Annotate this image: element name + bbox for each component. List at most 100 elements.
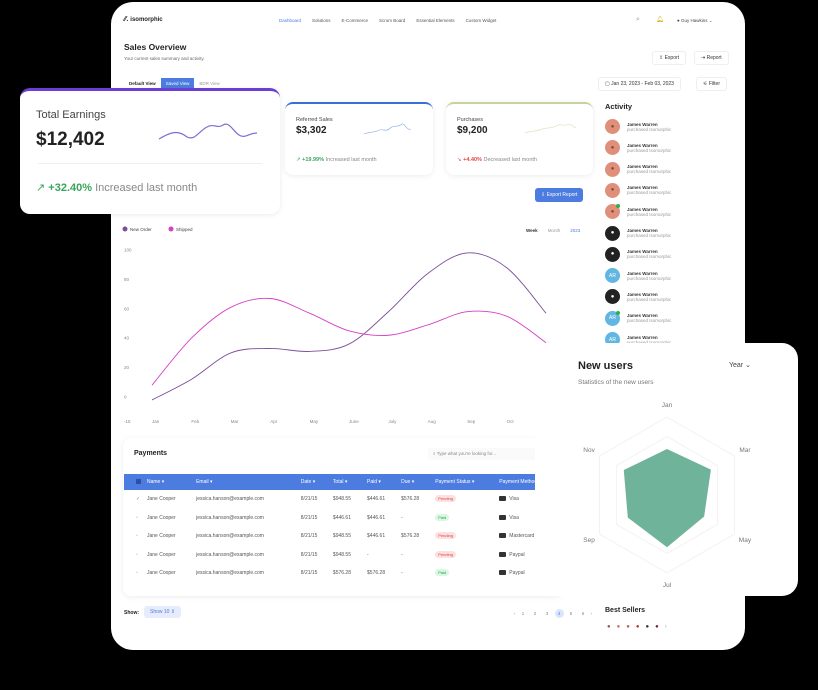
cell-due: - [401, 514, 403, 521]
avatar: ● [605, 119, 620, 134]
nav-item[interactable]: E-Commerce [341, 18, 369, 23]
period-tab[interactable]: 2023 [570, 228, 581, 233]
table-row[interactable]: ▫ Jane Cooper jessica.hanson@example.com 8/… [124, 546, 564, 565]
table-row[interactable]: ✓ Jane Cooper jessica.hanson@example.com 8/… [124, 490, 564, 509]
cell-total: $948.55 [332, 551, 351, 558]
activity-item[interactable]: ● James Warren purchased Isomorphic [605, 140, 671, 156]
select-all-checkbox[interactable] [124, 474, 144, 490]
row-checkbox[interactable]: ▫ [136, 551, 138, 558]
person-icon: ● [610, 293, 615, 300]
row-checkbox[interactable]: ▫ [136, 570, 138, 577]
period-tab[interactable]: Week [526, 228, 538, 233]
seller-avatar[interactable]: ● [607, 624, 611, 630]
view-tab[interactable]: BDR View [199, 81, 220, 86]
person-icon: ● [610, 230, 615, 236]
activity-item[interactable]: ● James Warren purchased Isomorphic [605, 289, 671, 305]
radar-axis-label: Nov [583, 447, 595, 454]
avatar: ● [605, 140, 620, 156]
activity-item[interactable]: ● James Warren purchased Isomorphic [605, 225, 671, 241]
export-button[interactable]: ⇪ Export [652, 51, 687, 65]
page-button[interactable]: 6 [581, 611, 585, 616]
cell-name: Jane Cooper [147, 533, 176, 540]
table-row[interactable]: ▫ Jane Cooper jessica.hanson@example.com 8/… [124, 527, 564, 546]
seller-avatar[interactable]: ● [616, 624, 621, 630]
activity-item[interactable]: ● James Warren purchased Isomorphic [605, 161, 671, 177]
nav-item[interactable]: Custom Widget [465, 18, 497, 23]
next-page-button[interactable]: › [590, 611, 593, 616]
next-sellers-button[interactable]: › [664, 624, 667, 630]
column-header[interactable]: Total ▾ [329, 474, 365, 490]
series-line-0 [151, 252, 547, 401]
stat-card-total-earnings: Total Earnings $12,402 ↗ +32.40% Increased… [20, 88, 280, 214]
online-indicator [616, 204, 620, 209]
period-select[interactable]: Year ⌄ [729, 362, 751, 369]
column-header[interactable]: Payment Status ▾ [432, 474, 497, 490]
activity-item[interactable]: ● James Warren purchased Isomorphic [605, 204, 672, 220]
seller-avatar[interactable]: ● [635, 624, 640, 630]
page-button[interactable]: 5 [569, 611, 573, 616]
payments-search-input[interactable]: ⌕ Type what you're looking for... [428, 448, 548, 460]
column-header[interactable]: Due ▾ [398, 474, 433, 490]
date-range-picker[interactable]: ▢ Jan 23, 2023 - Feb 03, 2023 [598, 77, 681, 91]
seller-avatar[interactable]: ● [626, 624, 630, 630]
report-button[interactable]: ⇥ Report [694, 51, 729, 65]
column-header[interactable]: Name ▾ [144, 474, 194, 490]
x-tick-label: Apr [270, 419, 278, 424]
nav-item[interactable]: Essential Elements [416, 18, 455, 23]
export-report-button[interactable]: ⇩ Export Report [535, 188, 584, 202]
legend-label[interactable]: New Order [130, 227, 152, 232]
x-tick-label: Sep [467, 419, 476, 424]
nav-item[interactable]: Scrum Board [379, 18, 406, 23]
cell-total: $576.28 [332, 570, 351, 577]
avatar: ● [605, 161, 620, 177]
nav-item[interactable]: Solutions [312, 18, 331, 23]
cell-paid: $446.61 [367, 514, 386, 521]
trend-up-icon: ↗ [36, 182, 49, 194]
seller-avatar[interactable]: ● [655, 624, 659, 630]
page-button[interactable]: 1 [521, 611, 525, 616]
page-size-select[interactable]: Show 10 ⇕ [144, 606, 182, 618]
cell-total: $948.55 [332, 496, 351, 503]
cell-date: 8/21/15 [300, 496, 318, 503]
column-header[interactable]: Email ▾ [193, 474, 298, 490]
activity-item[interactable]: AR James Warren purchased Isomorphic [605, 310, 671, 326]
cell-email: jessica.hanson@example.com [196, 551, 264, 558]
page-button[interactable]: 3 [545, 611, 549, 616]
column-header[interactable]: Paid ▾ [364, 474, 399, 490]
activity-item[interactable]: AR James Warren purchased Isomorphic [605, 268, 671, 284]
logo-icon: ⁄⁄. [124, 16, 129, 23]
seller-avatar[interactable]: ● [645, 624, 650, 630]
row-checkbox[interactable]: ▫ [136, 533, 138, 540]
stat-label: Total Earnings [36, 109, 106, 121]
payments-card: Payments ⌕ Type what you're looking for.… [123, 438, 564, 596]
activity-item[interactable]: ● James Warren purchased Isomorphic [605, 119, 671, 134]
row-checkbox[interactable]: ▫ [136, 514, 138, 521]
table-row[interactable]: ▫ Jane Cooper jessica.hanson@example.com 8/… [124, 509, 564, 528]
page-button[interactable]: 2 [533, 611, 537, 616]
stat-label: Purchases [457, 117, 483, 123]
y-tick-label: 0 [124, 395, 127, 400]
y-tick-label: 100 [124, 248, 132, 253]
cell-paid: $576.28 [367, 570, 386, 577]
cell-name: Jane Cooper [147, 496, 176, 503]
logo[interactable]: ⁄⁄. isomorphic [124, 16, 163, 23]
view-tab[interactable]: Default View [129, 81, 156, 86]
prev-page-button[interactable]: ‹ [514, 611, 516, 616]
view-tab[interactable]: Saved View [160, 78, 195, 89]
period-tab[interactable]: Month [547, 228, 561, 233]
cell-email: jessica.hanson@example.com [196, 514, 264, 521]
activity-item[interactable]: ● James Warren purchased Isomorphic [605, 182, 671, 198]
activity-desc: purchased Isomorphic [627, 211, 672, 217]
user-menu[interactable]: ● Guy Hawkins ⌄ [677, 18, 713, 23]
table-row[interactable]: ▫ Jane Cooper jessica.hanson@example.com 8/… [124, 564, 564, 583]
filter-button[interactable]: ⚟ Filter [696, 77, 727, 91]
bell-icon[interactable]: 🔔︎ [656, 17, 664, 23]
column-header[interactable]: Date ▾ [297, 474, 330, 490]
legend-label[interactable]: Shipped [176, 227, 193, 232]
row-checkbox[interactable]: ✓ [136, 496, 141, 503]
nav-item[interactable]: Dashboard [279, 18, 302, 23]
search-icon[interactable]: ⌕ [636, 16, 640, 23]
activity-item[interactable]: ● James Warren purchased Isomorphic [605, 246, 671, 262]
new-users-title: New users [578, 360, 634, 372]
page-button[interactable]: 4 [554, 609, 564, 618]
